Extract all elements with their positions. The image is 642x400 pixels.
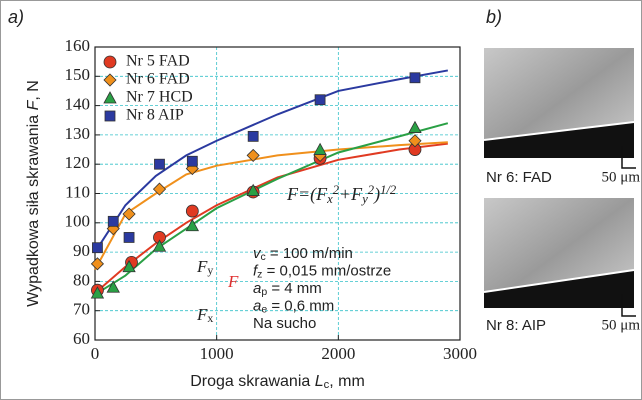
x-tick-label: 3000 <box>443 344 477 363</box>
x-tick-label: 0 <box>91 344 100 363</box>
y-tick-label: 80 <box>73 270 90 289</box>
x-tick-label: 2000 <box>321 344 355 363</box>
formula-part: F=(F <box>286 184 328 205</box>
x-axis-label: Droga skrawania Lc, mm <box>190 373 365 391</box>
condition-part: = 0,6 mm <box>267 297 334 314</box>
legend-label: Nr 5 FAD <box>126 53 190 70</box>
data-point <box>92 243 102 253</box>
sem-image <box>484 198 636 316</box>
y-tick-label: 120 <box>65 153 91 172</box>
y-tick-label: 140 <box>65 95 91 114</box>
condition-part: a <box>253 280 261 297</box>
condition-part: = 100 m/min <box>266 245 353 262</box>
data-point <box>154 159 164 169</box>
panel-label: b) <box>486 7 502 27</box>
y-axis-label-part: Wypadkowa siła skrawania <box>25 110 42 306</box>
condition: fz = 0,015 mm/ostrze <box>253 262 391 280</box>
y-tick-label: 110 <box>65 182 90 201</box>
x-axis-label-part: , mm <box>329 373 365 390</box>
inset-label-part: F <box>196 257 208 276</box>
inset-label-part: y <box>207 263 213 277</box>
legend-label: Nr 8 AIP <box>126 107 184 124</box>
data-point <box>187 156 197 166</box>
sem-image <box>484 48 636 168</box>
condition: vc = 100 m/min <box>253 245 353 263</box>
inset-label-part: x <box>207 311 213 325</box>
legend-label: Nr 6 FAD <box>126 71 190 88</box>
inset-label: F <box>227 272 239 291</box>
data-point <box>108 216 118 226</box>
image-caption: Nr 6: FAD <box>486 169 552 186</box>
data-point <box>410 73 420 83</box>
data-point <box>186 205 198 217</box>
data-point <box>315 95 325 105</box>
y-tick-label: 160 <box>65 36 91 55</box>
data-point <box>248 131 258 141</box>
x-tick-label: 1000 <box>200 344 234 363</box>
y-tick-label: 100 <box>65 212 91 231</box>
legend-marker <box>104 56 116 68</box>
y-axis-label: Wypadkowa siła skrawania F, N <box>25 80 42 307</box>
condition: Na sucho <box>253 315 316 332</box>
scale-label: 50 μm <box>602 317 641 333</box>
y-tick-label: 90 <box>73 241 90 260</box>
data-point <box>124 232 134 242</box>
scale-label: 50 μm <box>602 169 641 185</box>
legend-label: Nr 7 HCD <box>126 89 193 106</box>
x-axis-label-part: L <box>315 373 324 390</box>
image-caption: Nr 8: AIP <box>486 317 546 334</box>
condition-part: = 0,015 mm/ostrze <box>262 262 391 279</box>
x-axis-label-part: Droga skrawania <box>190 373 315 390</box>
figure: 60 70 80 90 100 110 120 130 140 150 160 0 1000 2000 30… <box>0 0 642 400</box>
y-tick-label: 150 <box>65 65 91 84</box>
y-tick-label: 60 <box>73 329 90 348</box>
condition-part: Na sucho <box>253 315 316 332</box>
condition-part: = 4 mm <box>267 280 322 297</box>
formula-part: +F <box>339 184 363 204</box>
formula-part: 1/2 <box>380 183 397 197</box>
y-tick-label: 70 <box>73 300 90 319</box>
inset-label-part: F <box>196 305 208 324</box>
formula-part: ) <box>373 184 380 205</box>
condition-part: a <box>253 297 261 314</box>
y-axis-label-part: , N <box>25 80 42 100</box>
legend-marker <box>105 111 115 121</box>
panel-label: a) <box>8 7 24 27</box>
y-tick-label: 130 <box>65 124 91 143</box>
inset-label-part: F <box>227 272 239 291</box>
